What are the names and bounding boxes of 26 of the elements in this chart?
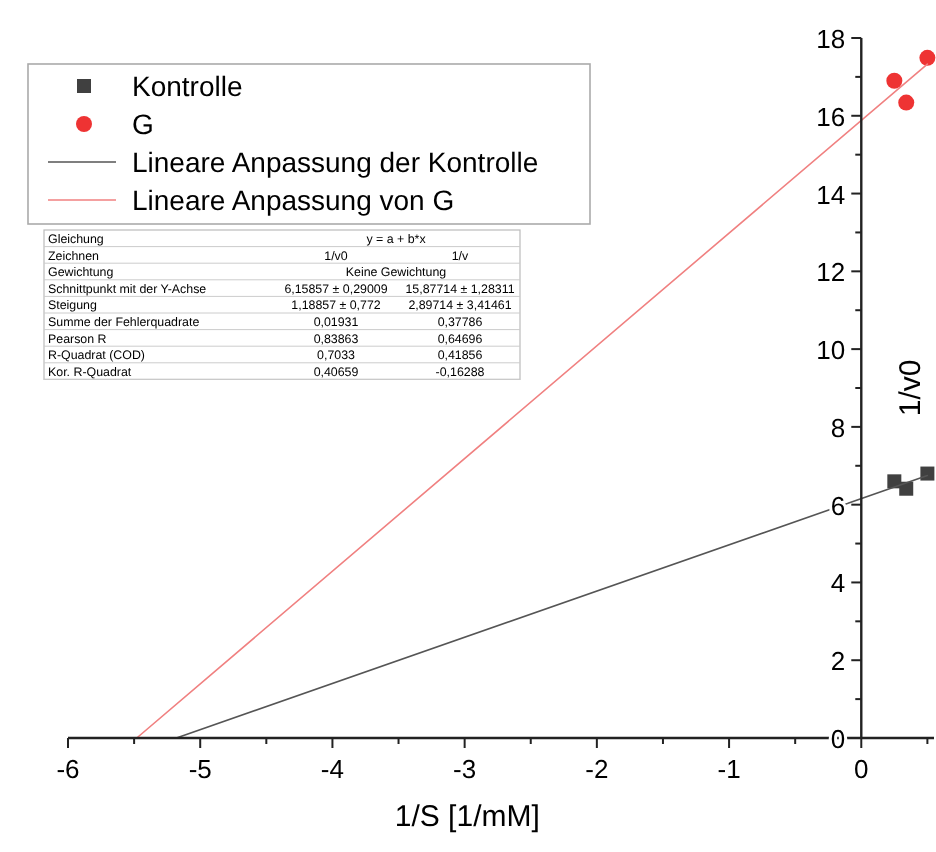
legend-label: Lineare Anpassung von G xyxy=(132,184,455,216)
y-tick-label: 18 xyxy=(816,24,846,54)
y-tick-label: 2 xyxy=(830,646,846,677)
point xyxy=(919,49,936,66)
x-tick-label: -5 xyxy=(188,754,212,784)
x-tick-label: -6 xyxy=(56,754,80,784)
x-tick-label: -2 xyxy=(585,754,609,784)
point xyxy=(920,466,935,481)
y-axis-title: 1/v0 xyxy=(894,359,928,417)
y-tick-label: 8 xyxy=(830,412,846,443)
point xyxy=(898,94,915,111)
legend-label: Kontrolle xyxy=(132,70,243,102)
y-tick-label: 10 xyxy=(816,335,846,366)
y-tick-label: 12 xyxy=(816,257,846,288)
legend-label: Lineare Anpassung der Kontrolle xyxy=(132,146,539,178)
point xyxy=(899,481,914,496)
y-tick-label: 16 xyxy=(816,101,846,132)
x-axis-title: 1/S [1/mM] xyxy=(394,800,540,834)
point xyxy=(886,72,903,89)
y-tick-label: 14 xyxy=(816,179,846,210)
x-tick-label: -1 xyxy=(717,754,741,784)
x-tick-label: 0 xyxy=(854,754,869,784)
y-tick-label: 4 xyxy=(830,568,846,599)
x-tick-label: -4 xyxy=(320,754,344,784)
x-tick-label: -3 xyxy=(453,754,477,784)
legend-label: G xyxy=(132,108,154,140)
